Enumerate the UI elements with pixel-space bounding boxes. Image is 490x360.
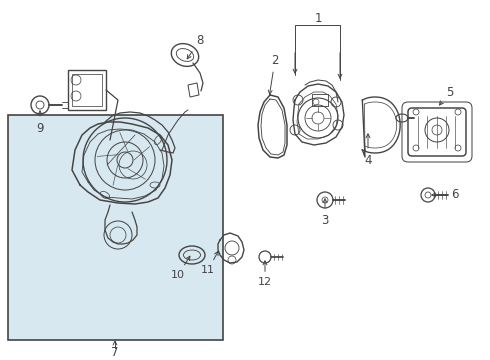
Bar [72,74,102,106]
Bar [8,115,223,340]
Text: 5: 5 [440,85,454,105]
Bar [68,70,106,110]
Text: 3: 3 [321,199,329,226]
Text: 2: 2 [269,54,279,94]
Text: 7: 7 [111,341,119,359]
Text: 6: 6 [432,189,459,202]
Text: 10: 10 [171,256,190,280]
Text: 11: 11 [201,251,218,275]
Bar [312,94,328,106]
Text: 8: 8 [187,33,204,59]
Text: 12: 12 [258,261,272,287]
Text: 9: 9 [36,111,44,135]
Text: 1: 1 [314,12,322,24]
Text: 4: 4 [364,134,372,166]
